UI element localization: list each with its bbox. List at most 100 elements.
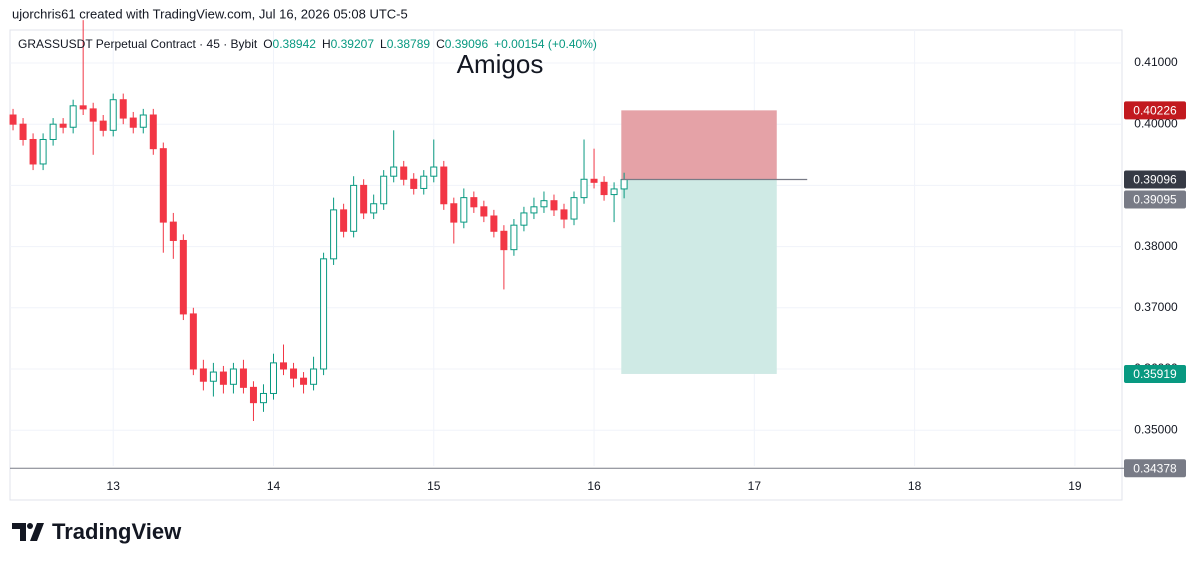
x-tick-label: 16 xyxy=(587,479,601,493)
plot-frame xyxy=(9,29,1123,501)
candle-body xyxy=(350,184,358,232)
candle-body xyxy=(600,181,608,196)
candle-body xyxy=(269,362,277,394)
price-label: 0.35919 xyxy=(1133,367,1177,381)
candle-body xyxy=(9,114,17,125)
candle-body xyxy=(460,197,468,223)
brand-logo xyxy=(12,523,44,541)
candle-body xyxy=(290,368,298,379)
symbol: GRASSUSDT Perpetual Contract · 45 · Bybi… xyxy=(18,37,258,51)
candle-body xyxy=(480,206,488,217)
candle-body xyxy=(540,200,548,208)
stop-zone xyxy=(621,110,777,180)
candle-body xyxy=(590,178,598,183)
ohlc-letter: C xyxy=(436,37,445,51)
ohlc-value: 0.39096 xyxy=(445,37,489,51)
candle-body xyxy=(380,175,388,205)
ohlc-letter: O xyxy=(263,37,272,51)
y-tick-label: 0.38000 xyxy=(1134,239,1178,253)
candle-body xyxy=(550,200,558,211)
candle-body xyxy=(229,368,237,385)
candle-body xyxy=(89,108,97,122)
candle-body xyxy=(139,114,147,128)
candle-body xyxy=(370,203,378,214)
price-label: 0.34378 xyxy=(1133,461,1177,475)
candle-body xyxy=(249,386,257,404)
candle-body xyxy=(39,138,47,165)
price-label: 0.39096 xyxy=(1133,173,1177,187)
candle-body xyxy=(179,239,187,315)
price-label-box xyxy=(1124,190,1186,209)
target-zone xyxy=(621,179,777,374)
candle-body xyxy=(49,123,57,140)
x-tick-label: 18 xyxy=(908,479,922,493)
brand: TradingView xyxy=(52,519,182,544)
x-tick-label: 14 xyxy=(267,479,281,493)
candle-body xyxy=(330,209,338,260)
annotation: Amigos xyxy=(457,49,544,79)
price-label: 0.40226 xyxy=(1133,104,1177,118)
candle-body xyxy=(209,371,217,382)
candle-body xyxy=(440,166,448,205)
candle-body xyxy=(580,178,588,199)
candle-body xyxy=(560,209,568,220)
candle-body xyxy=(620,179,628,190)
candle-body xyxy=(320,258,328,370)
candle-body xyxy=(530,206,538,214)
candle-body xyxy=(400,166,408,180)
candle-body xyxy=(430,166,438,177)
candle-body xyxy=(219,371,227,385)
candle-body xyxy=(500,230,508,251)
candle-body xyxy=(169,221,177,241)
candle-body xyxy=(99,120,107,131)
candle-body xyxy=(59,123,67,128)
price-label: 0.39095 xyxy=(1133,193,1177,207)
candle-body xyxy=(520,212,528,226)
candle-body xyxy=(239,368,247,388)
candle-body xyxy=(109,99,117,131)
y-tick-label: 0.40000 xyxy=(1134,116,1178,130)
x-tick-label: 17 xyxy=(748,479,762,493)
candle-body xyxy=(410,178,418,189)
candle-body xyxy=(300,377,308,385)
candle-body xyxy=(360,184,368,214)
candle-body xyxy=(119,99,127,119)
candle-body xyxy=(610,188,618,196)
candle-body xyxy=(570,197,578,220)
axes: 131415161718190.350000.360000.370000.380… xyxy=(107,55,1186,493)
credit: ujorchris61 created with TradingView.com… xyxy=(12,6,408,21)
ohlc-value: 0.38942 xyxy=(273,37,317,51)
candle-body xyxy=(420,175,428,189)
candle-body xyxy=(310,368,318,385)
candle-body xyxy=(29,138,37,165)
candle-body xyxy=(199,368,207,382)
ohlc-value: 0.38789 xyxy=(387,37,431,51)
ohlc-letter: L xyxy=(380,37,387,51)
ohlc-value: 0.39207 xyxy=(331,37,375,51)
price-label-box xyxy=(1124,364,1186,383)
candle-body xyxy=(19,123,27,140)
candle-body xyxy=(149,114,157,150)
price-label-box xyxy=(1124,101,1186,120)
candle-body xyxy=(470,197,478,208)
candle-body xyxy=(159,148,167,223)
price-label-box xyxy=(1124,170,1186,189)
candle-body xyxy=(510,224,518,251)
ohlc-legend: O 0.38942 H 0.39207 L 0.38789 C 0.39096 +0.00154… xyxy=(263,37,597,51)
candle-body xyxy=(69,105,77,128)
candle-body xyxy=(450,203,458,223)
candle-body xyxy=(189,313,197,370)
y-tick-label: 0.37000 xyxy=(1134,300,1178,314)
candle-body xyxy=(280,362,288,370)
candle-body xyxy=(340,209,348,232)
candle-body xyxy=(490,215,498,232)
candle-body xyxy=(390,166,398,177)
y-tick-label: 0.41000 xyxy=(1134,55,1178,69)
candle-body xyxy=(259,392,267,404)
x-tick-label: 13 xyxy=(107,479,121,493)
price-label-box xyxy=(1124,459,1186,478)
y-tick-label: 0.35000 xyxy=(1134,422,1178,436)
candle-body xyxy=(79,105,87,110)
